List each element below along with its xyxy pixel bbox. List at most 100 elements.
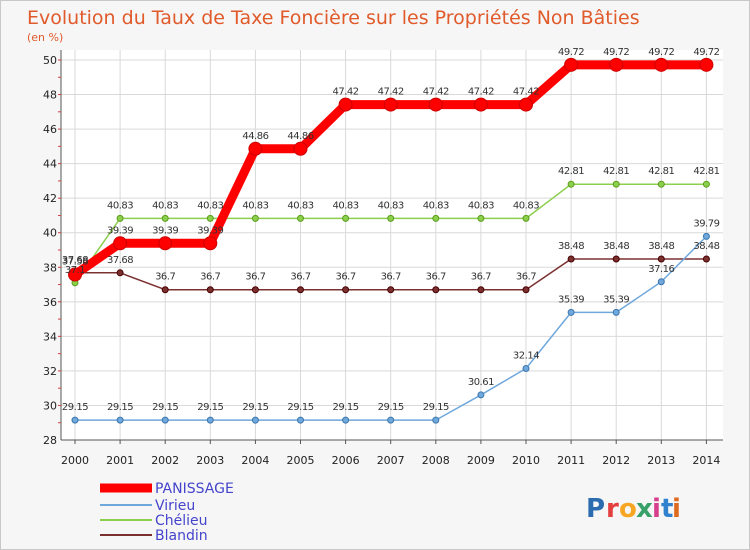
x-tick-label: 2011 <box>557 454 585 467</box>
data-point-panissage <box>654 57 669 72</box>
data-label-panissage: 47.42 <box>333 87 359 98</box>
data-point-virieu <box>342 416 350 424</box>
data-point-virieu <box>702 232 710 240</box>
data-point-panissage <box>473 97 488 112</box>
x-tick-label: 2006 <box>332 454 360 467</box>
logo-letter: P <box>586 494 605 524</box>
data-point-blandin <box>612 255 620 263</box>
data-point-panissage <box>519 97 533 112</box>
data-label-blandin: 38.48 <box>558 241 584 252</box>
data-label-virieu: 37.16 <box>648 264 674 275</box>
data-point-chlieu <box>161 214 169 222</box>
y-tick-label: 44 <box>43 158 57 171</box>
chart-title: Evolution du Taux de Taxe Foncière sur l… <box>27 7 640 29</box>
y-tick-label: 32 <box>43 365 57 378</box>
x-tick-label: 2005 <box>287 454 315 467</box>
data-point-panissage <box>293 141 308 156</box>
data-point-chlieu <box>432 214 440 222</box>
data-label-virieu: 39.79 <box>693 218 719 229</box>
data-label-panissage: 49.72 <box>693 47 719 58</box>
data-point-chlieu <box>657 180 665 188</box>
data-point-blandin <box>342 286 350 294</box>
data-label-panissage: 49.72 <box>648 47 674 58</box>
data-label-blandin: 37.68 <box>62 255 88 266</box>
data-label-virieu: 30.61 <box>468 377 494 388</box>
data-point-virieu <box>612 308 620 316</box>
data-label-blandin: 38.48 <box>603 241 629 252</box>
data-label-panissage: 39.39 <box>197 225 223 236</box>
data-label-panissage: 39.39 <box>107 225 133 236</box>
data-label-chlieu: 42.81 <box>648 166 674 177</box>
data-label-virieu: 29.15 <box>62 402 88 413</box>
data-point-blandin <box>657 255 665 263</box>
data-label-blandin: 36.7 <box>200 272 220 283</box>
data-label-virieu: 29.15 <box>287 402 313 413</box>
data-point-panissage <box>699 57 714 72</box>
logo-letter: o <box>619 494 637 524</box>
data-label-chlieu: 40.83 <box>287 200 313 211</box>
y-tick-label: 50 <box>43 54 57 67</box>
y-tick-label: 30 <box>43 399 57 412</box>
x-tick-label: 2012 <box>602 454 630 467</box>
data-label-chlieu: 40.83 <box>468 200 494 211</box>
data-point-panissage <box>248 141 263 156</box>
data-label-blandin: 36.7 <box>471 272 491 283</box>
y-axis-unit-label: (en %) <box>27 31 63 44</box>
data-point-virieu <box>522 364 530 372</box>
data-label-panissage: 44.86 <box>287 131 313 142</box>
data-label-chlieu: 40.83 <box>152 200 178 211</box>
series-group <box>68 57 714 424</box>
data-point-chlieu <box>522 214 530 222</box>
data-point-virieu <box>657 278 665 286</box>
data-label-virieu: 29.15 <box>197 402 223 413</box>
y-tick-label: 48 <box>43 89 57 102</box>
logo-letter: x <box>636 494 653 524</box>
logo-letter: r <box>606 494 619 524</box>
data-point-chlieu <box>387 214 395 222</box>
data-point-blandin <box>206 286 214 294</box>
data-point-blandin <box>251 286 259 294</box>
data-label-panissage: 47.42 <box>378 87 404 98</box>
legend-entry-blandin: Blandin <box>155 528 208 544</box>
data-label-chlieu: 40.83 <box>242 200 268 211</box>
y-tick-label: 34 <box>43 330 57 343</box>
data-label-blandin: 36.7 <box>155 272 175 283</box>
x-tick-label: 2008 <box>422 454 450 467</box>
data-label-chlieu: 40.83 <box>107 200 133 211</box>
data-label-panissage: 49.72 <box>603 47 629 58</box>
data-label-blandin: 38.48 <box>648 241 674 252</box>
data-label-blandin: 36.7 <box>381 272 401 283</box>
x-tick-label: 2007 <box>377 454 405 467</box>
data-point-chlieu <box>206 214 214 222</box>
data-point-blandin <box>116 269 124 277</box>
data-point-panissage <box>383 97 398 112</box>
x-tick-label: 2010 <box>512 454 540 467</box>
data-label-virieu: 29.15 <box>107 402 133 413</box>
data-point-virieu <box>206 416 214 424</box>
data-point-chlieu <box>477 214 485 222</box>
data-label-blandin: 36.7 <box>426 272 446 283</box>
data-label-chlieu: 40.83 <box>378 200 404 211</box>
logo-letter: t <box>661 494 673 524</box>
data-label-panissage: 47.42 <box>513 87 539 98</box>
data-point-chlieu <box>702 180 710 188</box>
x-tick-label: 2004 <box>241 454 269 467</box>
legend-entry-panissage: PANISSAGE <box>155 481 234 497</box>
data-point-virieu <box>116 416 124 424</box>
data-point-chlieu <box>251 214 259 222</box>
data-label-blandin: 36.7 <box>516 272 536 283</box>
data-label-virieu: 29.15 <box>242 402 268 413</box>
data-point-panissage <box>609 57 624 72</box>
data-point-blandin <box>297 286 304 294</box>
y-tick-label: 46 <box>43 123 57 136</box>
data-label-virieu: 29.15 <box>423 402 449 413</box>
data-point-virieu <box>251 416 259 424</box>
data-label-panissage: 47.42 <box>423 87 449 98</box>
logo-letter: i <box>652 494 661 524</box>
data-label-virieu: 29.15 <box>378 402 404 413</box>
data-label-blandin: 36.7 <box>245 272 265 283</box>
data-label-panissage: 39.39 <box>152 225 178 236</box>
data-point-virieu <box>71 416 79 424</box>
